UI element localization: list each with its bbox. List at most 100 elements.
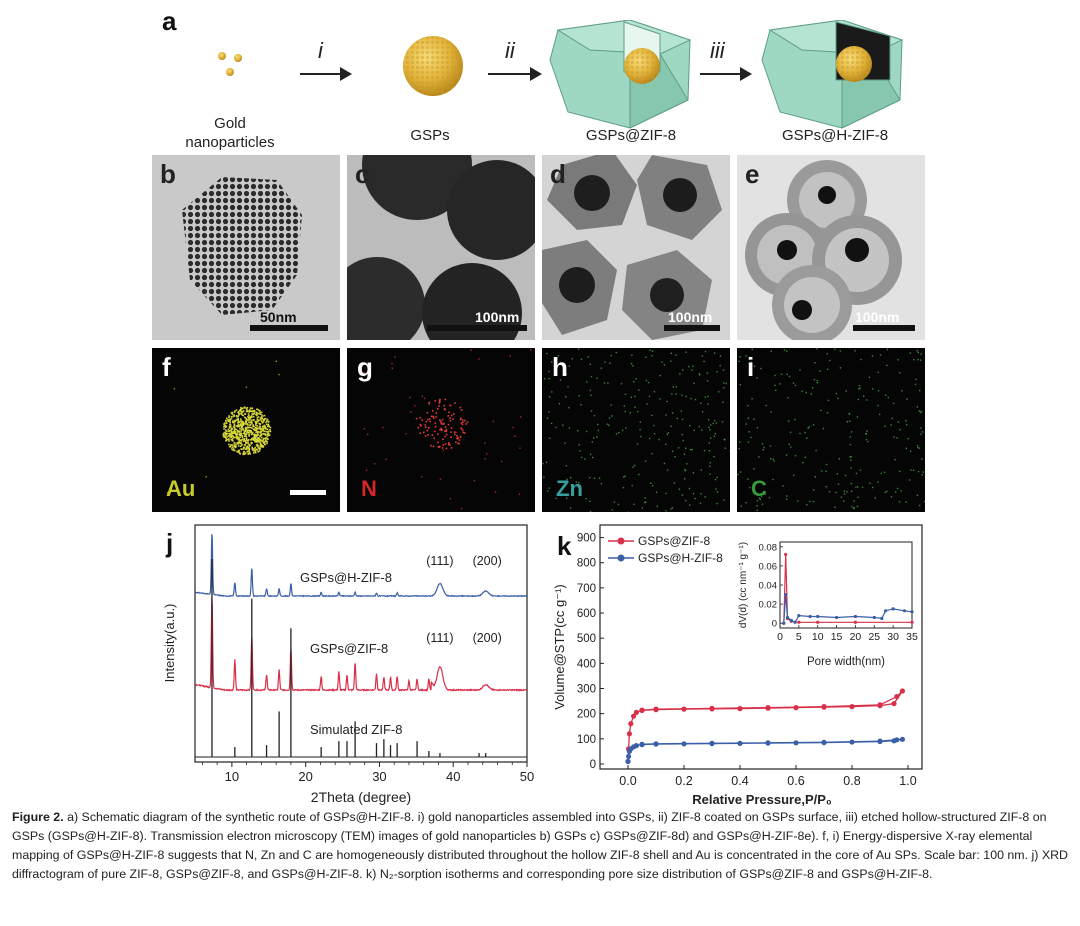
inset-x-tick-label: 35: [906, 631, 918, 643]
inset-point: [784, 592, 788, 597]
panel-label-c: c: [355, 159, 370, 189]
xrd-peak-annotation: (111): [426, 631, 453, 645]
inset-y-tick-label: 0.04: [759, 581, 778, 592]
inset-point: [853, 614, 858, 619]
xrd-peak-annotation: (200): [473, 631, 502, 645]
isotherm-point: [899, 736, 905, 742]
step-label-i: i: [318, 38, 323, 63]
eds-map-zn: h Zn: [542, 348, 730, 512]
isotherm-point: [681, 706, 687, 712]
step-arrow-i: [300, 67, 352, 81]
inset-point: [797, 620, 801, 624]
isotherm-point: [821, 704, 827, 710]
panel-label-g: g: [357, 352, 373, 382]
inset-point: [808, 614, 812, 619]
scheme-label-gsps: GSPs: [410, 127, 450, 144]
eds-element-zn: Zn: [556, 476, 583, 501]
isotherm-point: [849, 704, 855, 710]
eds-element-n: N: [361, 476, 377, 501]
inset-point: [785, 615, 790, 620]
isotherm-x-tick-label: 1.0: [899, 774, 916, 788]
inset-x-axis-label: Pore width(nm): [807, 656, 885, 668]
figure-caption: Figure 2. a) Schematic diagram of the sy…: [12, 808, 1070, 884]
panel-label-a: a: [162, 6, 177, 36]
gold-nanoparticles-icon: [218, 52, 242, 76]
eds-map-c: i C: [737, 348, 925, 512]
tem-image-c: c 100nm: [347, 155, 535, 340]
xrd-peak-annotation: (200): [473, 554, 502, 568]
inset-y-tick-label: 0: [772, 619, 777, 630]
scale-text-e: 100nm: [855, 309, 900, 325]
tem-image-b: b 50nm: [152, 155, 340, 340]
isotherm-point: [793, 705, 799, 711]
isotherm-point: [639, 741, 645, 747]
isotherm-x-tick-label: 0.0: [619, 774, 636, 788]
inset-x-tick-label: 25: [868, 631, 880, 643]
inset-y-tick-label: 0.02: [759, 600, 778, 611]
panel-label-h: h: [552, 352, 568, 382]
pore-inset-frame: [779, 541, 913, 629]
panel-label-e: e: [745, 159, 760, 189]
isotherm-y-tick-label: 100: [577, 734, 596, 746]
scale-bar-e: [853, 325, 915, 331]
isotherm-point: [877, 738, 883, 744]
inset-point: [891, 607, 895, 611]
panel-label-f: f: [162, 352, 171, 382]
caption-label: Figure 2.: [12, 810, 64, 824]
isotherm-point: [709, 740, 715, 746]
xrd-x-tick-label: 30: [372, 769, 386, 784]
inset-point: [910, 620, 914, 624]
isotherm-point: [765, 705, 771, 711]
panel-label-i: i: [747, 352, 755, 382]
scheme-label-gsps-zif8: GSPs@ZIF-8: [585, 127, 677, 144]
isotherm-point: [625, 758, 631, 765]
isotherm-x-tick-label: 0.2: [675, 774, 692, 788]
panel-label-b: b: [160, 159, 176, 189]
panel-label-k: k: [557, 531, 572, 561]
panel-label-d: d: [550, 159, 566, 189]
isotherm-point: [877, 702, 883, 708]
inset-x-tick-label: 20: [850, 631, 862, 643]
gsp-zif8-icon: [549, 20, 692, 129]
isotherm-y-tick-label: 600: [577, 608, 596, 620]
isotherm-point: [891, 700, 897, 707]
isotherm-point: [631, 713, 637, 719]
isotherm-point: [709, 705, 715, 711]
isotherm-x-tick-label: 0.6: [787, 774, 804, 788]
isotherm-point: [899, 688, 905, 694]
isotherm-series-line: [627, 738, 903, 762]
isotherm-x-tick-label: 0.8: [843, 774, 860, 788]
inset-point: [816, 620, 820, 624]
xrd-x-tick-label: 50: [520, 769, 534, 784]
inset-point: [789, 618, 793, 622]
xrd-x-tick-label: 40: [446, 769, 460, 784]
scale-bar-d: [664, 325, 720, 331]
step-arrow-iii: [700, 67, 752, 81]
isotherm-plot-frame: [599, 524, 923, 770]
inset-y-tick-label: 0.06: [759, 561, 778, 572]
scale-bar-b: [250, 325, 328, 331]
legend-label-gsps-hzif8: GSPs@H-ZIF-8: [638, 551, 723, 565]
inset-point: [880, 616, 884, 621]
isotherm-point: [633, 709, 639, 716]
inset-point: [834, 615, 839, 620]
isotherm-point: [894, 693, 900, 700]
isotherm-y-tick-label: 800: [577, 558, 596, 570]
xrd-series-label: GSPs@ZIF-8: [310, 641, 388, 656]
isotherm-point: [793, 740, 799, 746]
isotherm-y-tick-label: 700: [577, 583, 596, 595]
isotherm-point: [894, 737, 900, 743]
isotherm-point: [628, 721, 634, 727]
isotherm-point: [639, 707, 645, 713]
caption-text: a) Schematic diagram of the synthetic ro…: [12, 810, 1068, 881]
isotherm-point: [821, 739, 827, 745]
legend-label-gsps-zif8: GSPs@ZIF-8: [638, 534, 711, 548]
xrd-series-line: [194, 534, 528, 598]
xrd-chart: 10 20 30 40 50 GSPs@H-ZIF-8 GSPs@ZIF-8 Simulate…: [162, 524, 534, 805]
scale-text-d: 100nm: [668, 309, 713, 325]
scale-text-c: 100nm: [475, 309, 520, 325]
isotherm-point: [653, 706, 659, 712]
isotherm-x-tick-label: 0.4: [731, 774, 748, 788]
xrd-series-label: Simulated ZIF-8: [310, 722, 402, 737]
isotherm-y-tick-label: 400: [577, 658, 596, 670]
